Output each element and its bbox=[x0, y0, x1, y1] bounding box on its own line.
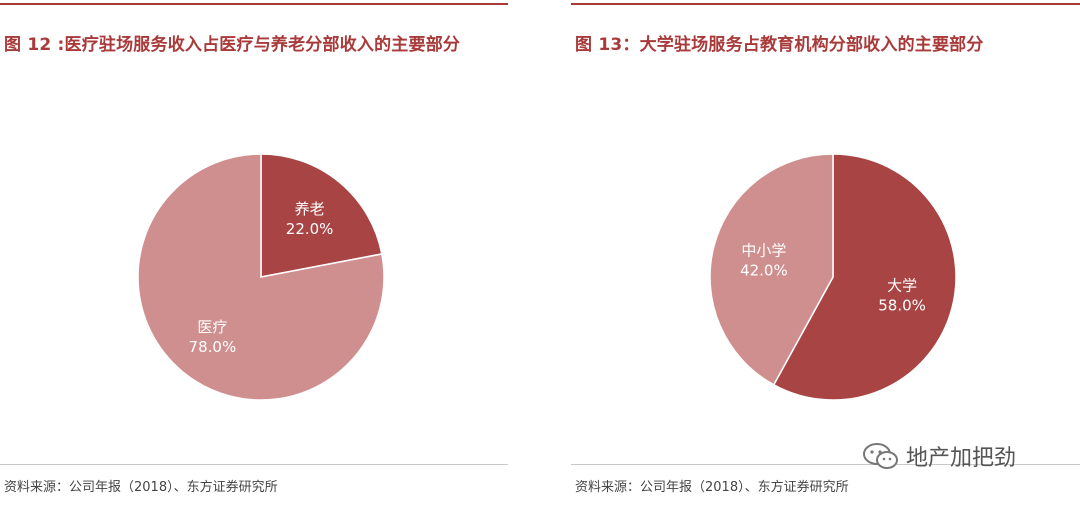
chart-title: 图 13：大学驻场服务占教育机构分部收入的主要部分 bbox=[575, 35, 984, 55]
slice-value-label: 42.0% bbox=[740, 261, 788, 279]
wechat-icon bbox=[863, 443, 898, 469]
pie-chart-medical-elderly: 养老 22.0% 医疗 78.0% bbox=[137, 153, 385, 401]
top-rule bbox=[0, 3, 508, 5]
chart-panel-right: 图 13：大学驻场服务占教育机构分部收入的主要部分 大学 58.0% 中小学 42.0… bbox=[571, 0, 1080, 505]
pie-slice-1 bbox=[709, 153, 834, 386]
bottom-rule bbox=[0, 464, 508, 465]
watermark-text: 地产加把劲 bbox=[906, 446, 1017, 471]
slice-label: 中小学 bbox=[741, 241, 786, 259]
source-note: 资料来源：公司年报（2018）、东方证券研究所 bbox=[575, 480, 849, 495]
slice-value-label: 22.0% bbox=[286, 220, 334, 238]
slice-label: 养老 bbox=[295, 200, 325, 218]
slice-label: 医疗 bbox=[197, 318, 227, 336]
chart-panel-left: 图 12 :医疗驻场服务收入占医疗与养老分部收入的主要部分 养老 22.0% 医疗 7… bbox=[0, 0, 508, 505]
slice-label: 大学 bbox=[887, 277, 917, 295]
top-rule bbox=[571, 3, 1080, 5]
pie-slice-1 bbox=[137, 153, 385, 401]
slice-value-label: 78.0% bbox=[189, 338, 237, 356]
pie-slice-0 bbox=[260, 153, 383, 278]
watermark: 地产加把劲 bbox=[862, 440, 1016, 472]
pie-chart-education: 大学 58.0% 中小学 42.0% bbox=[709, 153, 957, 401]
bottom-rule bbox=[571, 464, 1080, 465]
slice-value-label: 58.0% bbox=[878, 297, 926, 315]
pie-slice-0 bbox=[772, 153, 957, 401]
chart-title: 图 12 :医疗驻场服务收入占医疗与养老分部收入的主要部分 bbox=[4, 35, 461, 55]
source-note: 资料来源：公司年报（2018）、东方证券研究所 bbox=[4, 480, 278, 495]
